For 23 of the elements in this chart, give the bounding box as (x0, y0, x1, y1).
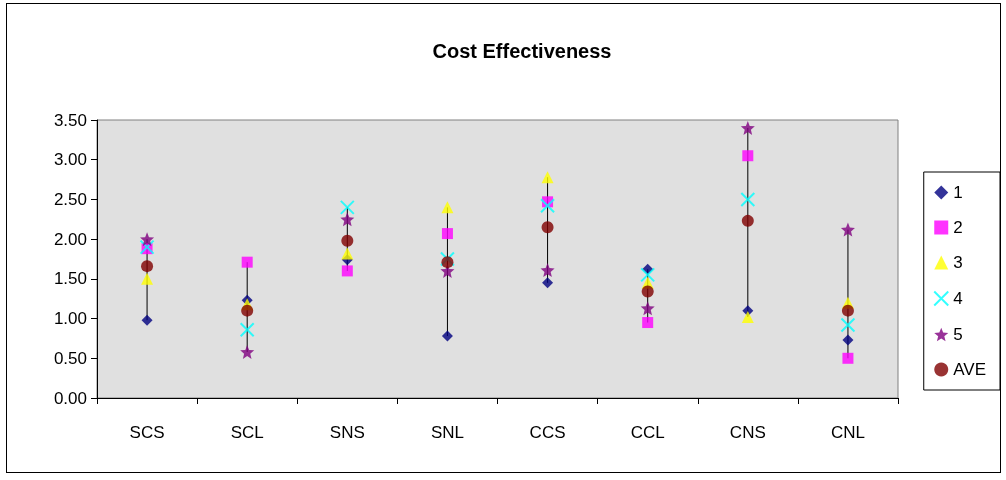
legend-label: 1 (953, 183, 963, 202)
legend-label: 3 (953, 253, 963, 272)
x-tick-label: CNL (830, 423, 865, 442)
legend-label: 4 (953, 289, 963, 308)
x-tick-label: CCL (630, 423, 665, 442)
x-tick-label: SCS (129, 423, 165, 442)
y-tick-label: 0.00 (53, 388, 87, 408)
legend-label: 2 (953, 218, 963, 237)
y-tick-label: 2.00 (53, 229, 87, 249)
legend-label: AVE (953, 360, 987, 379)
x-tick-label: SNS (329, 423, 365, 442)
y-tick-label: 2.50 (53, 189, 87, 209)
x-tick-label: SCL (230, 423, 264, 442)
y-tick-label: 0.50 (53, 348, 87, 368)
y-tick-label: 1.00 (53, 309, 87, 329)
x-tick-label: CNS (729, 423, 766, 442)
legend-label: 5 (953, 325, 963, 344)
y-tick-label: 3.00 (53, 150, 87, 170)
y-tick-label: 1.50 (53, 269, 87, 289)
x-tick-label: CCS (529, 423, 566, 442)
chart-title: Cost Effectiveness (432, 40, 612, 62)
x-tick-label: SNL (430, 423, 464, 442)
y-tick-label: 3.50 (53, 110, 87, 130)
